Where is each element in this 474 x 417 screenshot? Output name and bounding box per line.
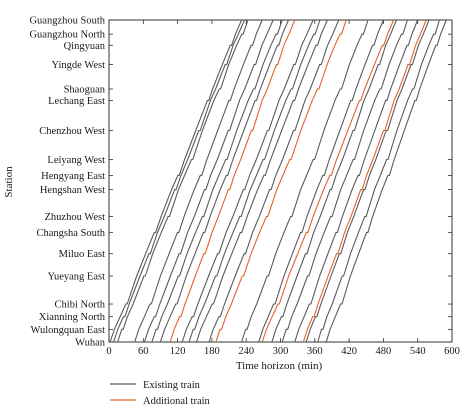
station-label: Yingde West [52,60,106,71]
station-label: Yueyang East [48,272,106,283]
x-tick-label: 120 [170,346,186,357]
existing-train-line [117,19,249,343]
existing-train-line [113,19,246,343]
existing-train-line [281,19,408,343]
station-label: Chibi North [55,300,106,311]
existing-train-line [317,19,440,343]
existing-train-line [305,19,430,343]
station-label: Guangzhou South [29,16,105,27]
x-tick-label: 60 [138,346,149,357]
station-label: Miluo East [59,249,105,260]
additional-train-line [302,19,427,343]
additional-train-line [261,19,395,343]
existing-train-line [109,19,243,343]
station-label: Wuhan [75,338,106,349]
existing-train-line [143,19,274,343]
existing-train-line [151,19,283,343]
existing-train-line [195,19,328,343]
station-label: Zhuzhou West [45,212,106,223]
station-gridlines [109,19,452,343]
train-lines [109,19,447,343]
x-tick-label: 360 [307,346,323,357]
existing-train-line [271,19,398,343]
x-tick-label: 180 [204,346,220,357]
existing-train-line [134,19,263,343]
legend-label-existing: Existing train [143,380,201,391]
x-tick-label: 540 [410,346,426,357]
existing-train-line [241,19,369,343]
existing-train-line [325,19,447,343]
station-label: Guangzhou North [29,30,105,41]
additional-train-line [215,19,347,343]
station-label: Shaoguan [64,84,106,95]
legend: Existing train Additional train [110,380,211,407]
x-tick-label: 300 [273,346,289,357]
existing-train-line [188,19,321,343]
station-label: Wulongquan East [30,325,105,336]
existing-train-line [258,19,384,343]
station-label: Qingyuan [64,41,106,52]
station-label: Chenzhou West [39,126,105,137]
station-label: Lechang East [48,96,105,107]
existing-train-line [181,19,314,343]
station-label: Leiyang West [47,155,105,166]
x-tick-label: 480 [376,346,392,357]
station-label: Xianning North [39,312,106,323]
existing-train-line [208,19,340,343]
station-label: Hengshan West [40,185,105,196]
existing-train-line [159,19,290,343]
x-tick-label: 600 [444,346,460,357]
additional-train-line [169,19,296,343]
legend-label-additional: Additional train [143,396,211,407]
x-axis-ticks: 0 60 120 180 240 300 360 420 480 540 600 [106,20,460,357]
y-axis-title: Station [3,166,15,198]
x-tick-label: 240 [238,346,254,357]
station-label: Hengyang East [41,171,105,182]
x-axis-title: Time horizon (min) [236,360,323,372]
x-tick-label: 420 [341,346,357,357]
x-tick-label: 0 [106,346,111,357]
station-label: Changsha South [36,228,105,239]
existing-train-line [294,19,419,343]
